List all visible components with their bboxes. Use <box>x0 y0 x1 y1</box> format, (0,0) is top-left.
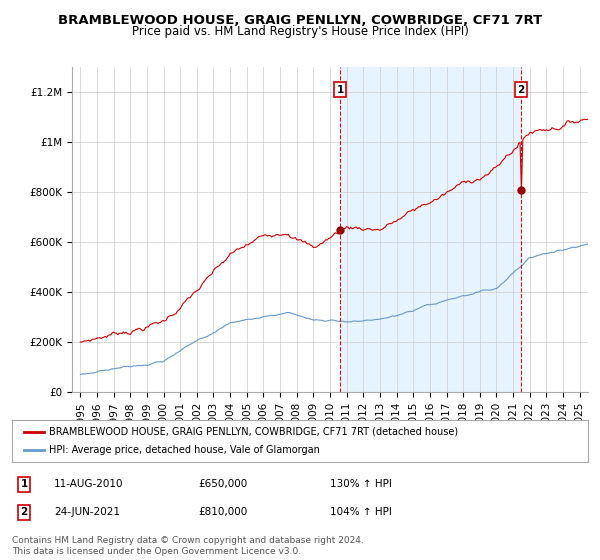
Text: 11-AUG-2010: 11-AUG-2010 <box>54 479 124 489</box>
Text: £650,000: £650,000 <box>198 479 247 489</box>
Text: BRAMBLEWOOD HOUSE, GRAIG PENLLYN, COWBRIDGE, CF71 7RT (detached house): BRAMBLEWOOD HOUSE, GRAIG PENLLYN, COWBRI… <box>49 427 458 437</box>
Text: 1: 1 <box>20 479 28 489</box>
Text: 2: 2 <box>517 85 525 95</box>
Text: 2: 2 <box>20 507 28 517</box>
Bar <box>340 67 521 392</box>
Text: 130% ↑ HPI: 130% ↑ HPI <box>330 479 392 489</box>
Text: 1: 1 <box>337 85 344 95</box>
Text: 104% ↑ HPI: 104% ↑ HPI <box>330 507 392 517</box>
Text: BRAMBLEWOOD HOUSE, GRAIG PENLLYN, COWBRIDGE, CF71 7RT: BRAMBLEWOOD HOUSE, GRAIG PENLLYN, COWBRI… <box>58 14 542 27</box>
Text: Contains HM Land Registry data © Crown copyright and database right 2024.
This d: Contains HM Land Registry data © Crown c… <box>12 536 364 556</box>
Text: Price paid vs. HM Land Registry's House Price Index (HPI): Price paid vs. HM Land Registry's House … <box>131 25 469 38</box>
Text: HPI: Average price, detached house, Vale of Glamorgan: HPI: Average price, detached house, Vale… <box>49 445 320 455</box>
Text: 24-JUN-2021: 24-JUN-2021 <box>54 507 120 517</box>
Text: £810,000: £810,000 <box>198 507 247 517</box>
